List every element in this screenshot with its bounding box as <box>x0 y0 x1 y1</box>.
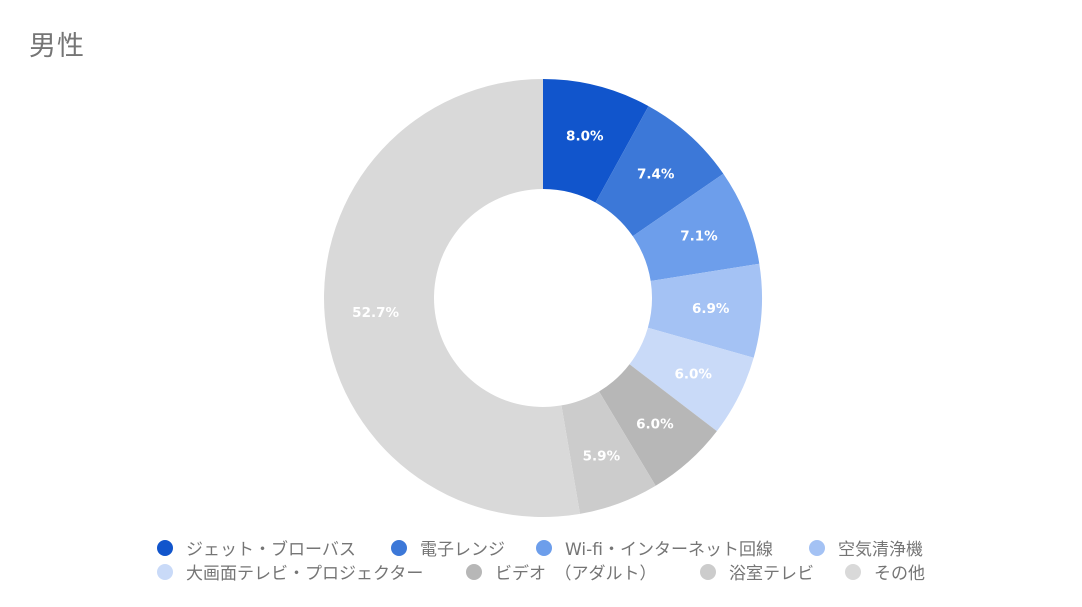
legend-label: 大画面テレビ・プロジェクター <box>186 564 424 584</box>
legend-label: 空気清浄機 <box>838 540 923 560</box>
legend-label: その他 <box>874 564 925 584</box>
legend-dot-icon <box>157 563 173 580</box>
slice-value-label: 5.9% <box>583 449 621 465</box>
legend-item-microwave[interactable]: 電子レンジ <box>391 535 505 560</box>
donut-slice[interactable] <box>543 79 649 203</box>
legend-item-bathroom-tv[interactable]: 浴室テレビ <box>700 559 814 584</box>
donut-slice[interactable] <box>647 263 762 358</box>
donut-slice[interactable] <box>599 364 717 486</box>
legend-dot-icon <box>845 563 861 580</box>
legend-item-wifi[interactable]: Wi-fi・インターネット回線 <box>536 535 773 560</box>
legend-item-big-screen-tv[interactable]: 大画面テレビ・プロジェクター <box>157 559 423 584</box>
slice-value-label: 6.0% <box>636 416 674 432</box>
donut-slice[interactable] <box>595 106 724 237</box>
legend-item-jet-blowbath[interactable]: ジェット・ブローバス <box>157 535 356 560</box>
slice-value-label: 6.9% <box>692 301 730 317</box>
legend-item-other[interactable]: その他 <box>845 559 925 584</box>
legend-label: Wi-fi・インターネット回線 <box>565 540 774 560</box>
donut-slices <box>323 79 762 518</box>
legend-label: ジェット・ブローバス <box>186 540 356 560</box>
legend-dot-icon <box>157 539 173 556</box>
legend-item-air-purifier[interactable]: 空気清浄機 <box>809 535 923 560</box>
legend-label: ビデオ （アダルト） <box>495 564 657 584</box>
legend-dot-icon <box>391 539 407 556</box>
donut-slice[interactable] <box>561 391 656 514</box>
donut-slice[interactable] <box>632 173 760 281</box>
donut-slice[interactable] <box>323 79 580 518</box>
slice-value-label: 6.0% <box>674 366 712 382</box>
legend-dot-icon <box>466 563 482 580</box>
slice-value-label: 52.7% <box>352 305 399 321</box>
legend-item-video[interactable]: ビデオ （アダルト） <box>466 559 657 584</box>
slice-value-label: 7.1% <box>680 229 718 245</box>
slice-value-label: 8.0% <box>566 128 604 144</box>
slice-labels: 8.0% 7.4% 7.1% 6.9% 6.0% 6.0% 5.9% 52.7% <box>352 128 730 464</box>
legend-dot-icon <box>700 563 716 580</box>
legend-dot-icon <box>809 539 825 556</box>
legend-dot-icon <box>536 539 552 556</box>
legend-label: 浴室テレビ <box>729 564 814 584</box>
slice-value-label: 7.4% <box>637 166 675 182</box>
donut-slice[interactable] <box>629 327 754 432</box>
chart-title: 男性 <box>29 31 85 62</box>
legend-label: 電子レンジ <box>420 540 505 560</box>
